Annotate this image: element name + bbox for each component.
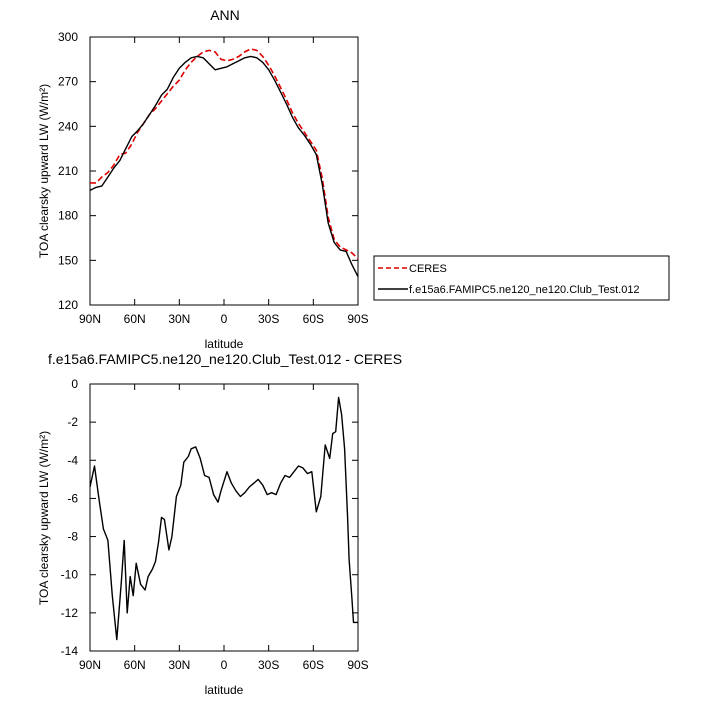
top-x-tick-label: 0: [221, 312, 228, 326]
top-x-tick-label: 30S: [258, 312, 279, 326]
bottom-x-tick-label: 90N: [79, 658, 101, 672]
top-y-tick-label: 300: [58, 30, 78, 44]
bottom-plot-frame: [89, 383, 359, 652]
top-x-tick-label: 90N: [79, 312, 101, 326]
legend-box: [373, 255, 670, 301]
top-y-tick-label: 210: [58, 164, 78, 178]
bottom-axis-ticks: 90N 60N 30N 0 30S 60S 90S -14 -12 -10 -8 -6 -4 -2 0: [61, 377, 369, 672]
bottom-x-tick-label: 60S: [303, 658, 324, 672]
top-x-tick-label: 30N: [168, 312, 190, 326]
top-series-line-1: [89, 55, 359, 278]
top-y-tick-label: 120: [58, 298, 78, 312]
bottom-y-tick-label: 0: [71, 377, 78, 391]
bottom-x-axis-title: latitude: [205, 683, 244, 697]
top-y-tick-label: 180: [58, 209, 78, 223]
bottom-panel: f.e15a6.FAMIPC5.ne120_ne120.Club_Test.01…: [37, 351, 402, 697]
bottom-x-tick-label: 0: [221, 658, 228, 672]
bottom-series-lines: [89, 396, 358, 641]
top-series-lines: [89, 48, 359, 278]
legend-model-label: f.e15a6.FAMIPC5.ne120_ne120.Club_Test.01…: [409, 284, 640, 296]
top-axis-ticks: 90N 60N 30N 0 30S 60S 90S 120 150 180 210 240 270 300: [58, 30, 369, 326]
bottom-y-axis-title: TOA clearsky upward LW (W/m²): [37, 431, 51, 605]
bottom-x-tick-label: 30S: [258, 658, 279, 672]
bottom-y-tick-label: -6: [67, 491, 78, 505]
top-y-tick-label: 270: [58, 75, 78, 89]
bottom-y-tick-label: -8: [67, 530, 78, 544]
top-y-axis-title: TOA clearsky upward LW (W/m²): [37, 84, 51, 258]
top-panel: ANN 90N 60N 30N 0 30S 60S 90S 120 150 180 210 240 27…: [37, 7, 369, 351]
bottom-x-tick-label: 30N: [168, 658, 190, 672]
bottom-y-tick-label: -14: [61, 644, 79, 658]
bottom-chart-title: f.e15a6.FAMIPC5.ne120_ne120.Club_Test.01…: [48, 351, 402, 367]
top-y-tick-label: 150: [58, 253, 78, 267]
top-x-tick-label: 60S: [303, 312, 324, 326]
bottom-y-tick-label: -4: [67, 453, 78, 467]
top-series-line-0: [90, 48, 359, 260]
bottom-x-tick-label: 60N: [124, 658, 146, 672]
top-y-tick-label: 240: [58, 119, 78, 133]
top-chart-title: ANN: [210, 7, 240, 23]
bottom-x-tick-label: 90S: [347, 658, 368, 672]
bottom-y-tick-label: -10: [61, 568, 79, 582]
top-x-axis-title: latitude: [205, 337, 244, 351]
top-plot-frame: [89, 36, 359, 306]
bottom-y-tick-label: -2: [67, 415, 78, 429]
bottom-y-tick-label: -12: [61, 606, 79, 620]
top-x-tick-label: 60N: [124, 312, 146, 326]
legend: CERES f.e15a6.FAMIPC5.ne120_ne120.Club_T…: [373, 255, 670, 301]
legend-ceres-label: CERES: [409, 263, 447, 275]
top-x-tick-label: 90S: [347, 312, 368, 326]
bottom-series-line-0: [89, 396, 358, 641]
